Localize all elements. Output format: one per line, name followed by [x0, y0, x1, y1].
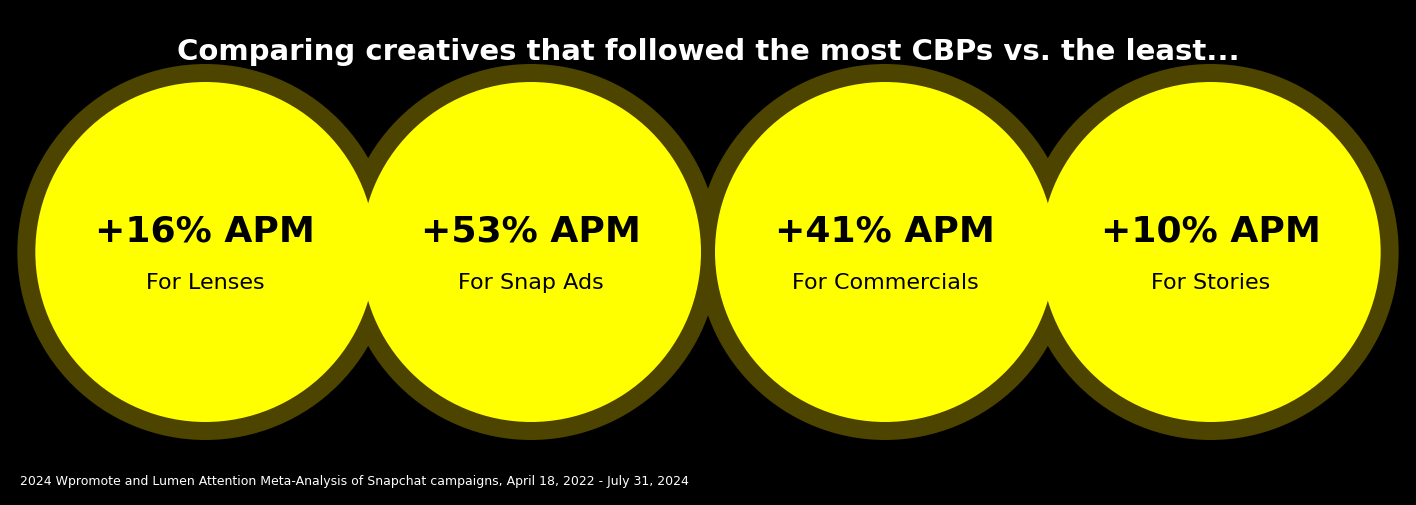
Text: +53% APM: +53% APM [421, 214, 641, 247]
Text: For Commercials: For Commercials [792, 273, 978, 292]
Circle shape [1022, 65, 1399, 440]
Text: For Snap Ads: For Snap Ads [459, 273, 603, 292]
Text: +41% APM: +41% APM [775, 214, 995, 247]
Circle shape [697, 65, 1073, 440]
Text: 2024 Wpromote and Lumen Attention Meta-Analysis of Snapchat campaigns, April 18,: 2024 Wpromote and Lumen Attention Meta-A… [20, 474, 688, 487]
Circle shape [715, 83, 1055, 422]
Text: For Lenses: For Lenses [146, 273, 265, 292]
Circle shape [343, 65, 719, 440]
Circle shape [17, 65, 394, 440]
Circle shape [1041, 83, 1381, 422]
Text: For Stories: For Stories [1151, 273, 1270, 292]
Circle shape [35, 83, 375, 422]
Text: +10% APM: +10% APM [1100, 214, 1321, 247]
Circle shape [361, 83, 701, 422]
Text: Comparing creatives that followed the most CBPs vs. the least...: Comparing creatives that followed the mo… [177, 38, 1239, 66]
Text: +16% APM: +16% APM [95, 214, 316, 247]
